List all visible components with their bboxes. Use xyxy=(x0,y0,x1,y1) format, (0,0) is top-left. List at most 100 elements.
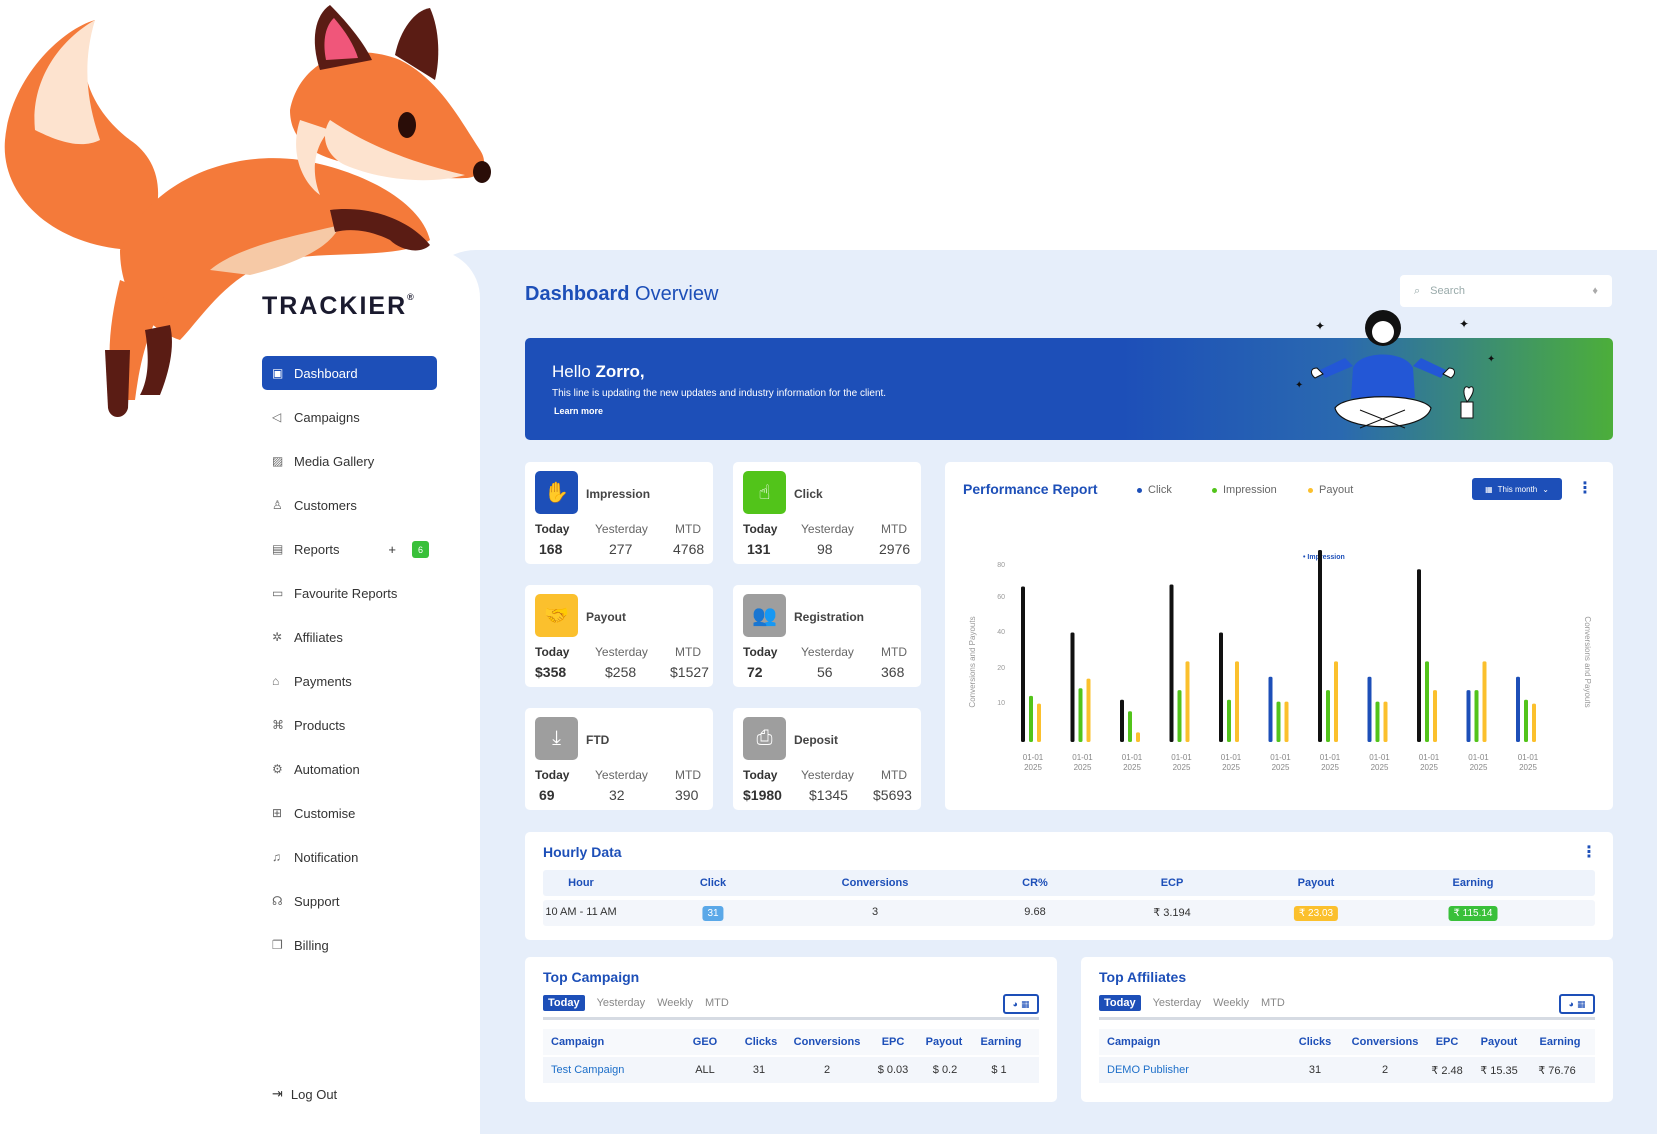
conversions-cell: 3 xyxy=(871,906,879,918)
performance-report-panel: 10 20 40 60 80 Conversions and Payouts Convers… xyxy=(945,462,1613,810)
legend-impression[interactable]: Impression xyxy=(1212,484,1277,496)
tab-weekly[interactable]: Weekly xyxy=(1213,997,1249,1009)
stat-card-payout[interactable]: 🤝 Payout Today Yesterday MTD $358 $258 $… xyxy=(525,585,713,687)
column-header[interactable]: Clicks xyxy=(1298,1036,1332,1048)
column-header[interactable]: Conversions xyxy=(793,1036,861,1048)
sidebar-item-payments[interactable]: ⌂ Payments xyxy=(262,664,437,698)
search-input[interactable]: ⌕ Search ♦ xyxy=(1400,275,1612,307)
column-header[interactable]: ECP xyxy=(1160,877,1184,889)
column-header[interactable]: Earning xyxy=(980,1036,1022,1048)
legend-click[interactable]: Click xyxy=(1137,484,1172,496)
command-icon: ⌘ xyxy=(272,718,284,732)
reports-count-badge: 6 xyxy=(412,541,429,558)
top-campaign-table-header: Campaign GEO Clicks Conversions EPC Payo… xyxy=(543,1029,1039,1055)
stat-card-deposit[interactable]: ⎙ Deposit Today Yesterday MTD $1980 $134… xyxy=(733,708,921,810)
sidebar-item-notification[interactable]: ♫ Notification xyxy=(262,840,437,874)
today-value: 168 xyxy=(539,541,563,557)
date-range-dropdown[interactable]: ▦ This month ⌄ xyxy=(1472,478,1562,500)
column-header[interactable]: EPC xyxy=(1435,1036,1459,1048)
affiliate-link[interactable]: DEMO Publisher xyxy=(1107,1064,1189,1076)
view-toggle[interactable]: ◕ ▦ xyxy=(1003,994,1039,1014)
sidebar-item-media-gallery[interactable]: ▨ Media Gallery xyxy=(262,444,437,478)
geo-cell: ALL xyxy=(695,1064,715,1076)
sidebar-item-billing[interactable]: ❐ Billing xyxy=(262,928,437,962)
bank-icon: ⌂ xyxy=(272,674,280,688)
view-toggle[interactable]: ◕ ▦ xyxy=(1559,994,1595,1014)
sidebar-item-dashboard[interactable]: ▣ Dashboard xyxy=(262,356,437,390)
sidebar xyxy=(208,250,480,1134)
column-header[interactable]: Click xyxy=(699,877,727,889)
add-report-icon[interactable]: + xyxy=(388,542,396,557)
impression-annotation: • Impression xyxy=(1303,554,1345,561)
yesterday-label: Yesterday xyxy=(595,645,648,659)
sidebar-item-automation[interactable]: ⚙ Automation xyxy=(262,752,437,786)
today-label: Today xyxy=(743,645,778,659)
tab-yesterday[interactable]: Yesterday xyxy=(596,997,646,1009)
column-header[interactable]: Conversions xyxy=(841,877,909,889)
column-header[interactable]: GEO xyxy=(692,1036,718,1048)
bar xyxy=(1169,584,1174,742)
sidebar-item-customers[interactable]: ♙ Customers xyxy=(262,488,437,522)
earning-cell: $ 1 xyxy=(991,1064,1007,1076)
table-row: DEMO Publisher 31 2 ₹ 2.48 ₹ 15.35 ₹ 76.… xyxy=(1099,1057,1595,1083)
stat-card-ftd[interactable]: ⤓ FTD Today Yesterday MTD 69 32 390 xyxy=(525,708,713,810)
banner-subtitle: This line is updating the new updates an… xyxy=(552,388,887,399)
microphone-icon[interactable]: ♦ xyxy=(1592,285,1598,297)
top-affiliates-title: Top Affiliates xyxy=(1099,969,1187,985)
column-header[interactable]: Payout xyxy=(925,1036,963,1048)
sidebar-item-customise[interactable]: ⊞ Customise xyxy=(262,796,437,830)
sidebar-item-campaigns[interactable]: ◁ Campaigns xyxy=(262,400,437,434)
hour-cell: 10 AM - 11 AM xyxy=(545,906,617,918)
sidebar-item-support[interactable]: ☊ Support xyxy=(262,884,437,918)
tab-mtd[interactable]: MTD xyxy=(704,997,729,1009)
stat-card-registration[interactable]: 👥 Registration Today Yesterday MTD 72 56… xyxy=(733,585,921,687)
epc-cell: ₹ 2.48 xyxy=(1431,1065,1463,1077)
column-header[interactable]: Payout xyxy=(1480,1036,1518,1048)
column-header[interactable]: Campaign xyxy=(551,1036,605,1048)
tab-mtd[interactable]: MTD xyxy=(1260,997,1285,1009)
legend-payout[interactable]: Payout xyxy=(1308,484,1353,496)
sidebar-item-reports[interactable]: ▤ Reports + 6 xyxy=(262,532,437,566)
x-tick-label: 2025 xyxy=(1272,763,1290,772)
column-header[interactable]: Earning xyxy=(1452,877,1494,889)
sidebar-item-products[interactable]: ⌘ Products xyxy=(262,708,437,742)
tab-weekly[interactable]: Weekly xyxy=(657,997,693,1009)
column-header[interactable]: CR% xyxy=(1022,877,1048,889)
campaign-link[interactable]: Test Campaign xyxy=(551,1064,625,1076)
stat-card-title: Impression xyxy=(586,487,651,501)
tab-yesterday[interactable]: Yesterday xyxy=(1152,997,1202,1009)
stat-card-impression[interactable]: ✋ Impression Today Yesterday MTD 168 277… xyxy=(525,462,713,564)
column-header[interactable]: Hour xyxy=(568,877,594,889)
column-header[interactable]: Clicks xyxy=(744,1036,778,1048)
y-tick-label: 80 xyxy=(997,562,1005,569)
x-tick-label: 2025 xyxy=(1420,763,1438,772)
logout-button[interactable]: ⇥ Log Out xyxy=(272,1086,337,1102)
calendar-icon: ▦ xyxy=(1485,484,1493,494)
sidebar-item-affiliates[interactable]: ✲ Affiliates xyxy=(262,620,437,654)
yesterday-value: 32 xyxy=(609,787,625,803)
column-header[interactable]: Conversions xyxy=(1351,1036,1419,1048)
top-affiliates-panel: Top Affiliates Today Yesterday Weekly MT… xyxy=(1081,957,1613,1102)
bar xyxy=(1474,690,1479,742)
table-icon: ▦ xyxy=(1020,998,1030,1009)
stat-card-click[interactable]: ☝ Click Today Yesterday MTD 131 98 2976 xyxy=(733,462,921,564)
tab-today[interactable]: Today xyxy=(543,995,585,1011)
affiliates-icon: ✲ xyxy=(272,630,283,644)
learn-more-link[interactable]: Learn more xyxy=(554,406,604,416)
x-tick-label: 2025 xyxy=(1222,763,1240,772)
column-header[interactable]: Campaign xyxy=(1107,1036,1161,1048)
more-options-icon[interactable]: ⋮ xyxy=(1581,844,1597,861)
more-options-icon[interactable]: ⋮ xyxy=(1577,480,1593,497)
column-header[interactable]: Earning xyxy=(1539,1036,1581,1048)
column-header[interactable]: EPC xyxy=(881,1036,905,1048)
tab-today[interactable]: Today xyxy=(1099,995,1141,1011)
yesterday-value: $258 xyxy=(605,664,637,680)
sidebar-item-favourite-reports[interactable]: ▭ Favourite Reports xyxy=(262,576,437,610)
bar xyxy=(1284,701,1289,742)
mtd-value: 390 xyxy=(675,787,699,803)
chevron-down-icon: ⌄ xyxy=(1542,484,1549,494)
mtd-value: 2976 xyxy=(879,541,911,557)
sidebar-item-label: Campaigns xyxy=(294,409,360,425)
column-header[interactable]: Payout xyxy=(1297,877,1335,889)
welcome-banner: Hello Zorro, This line is updating the n… xyxy=(525,310,1613,440)
